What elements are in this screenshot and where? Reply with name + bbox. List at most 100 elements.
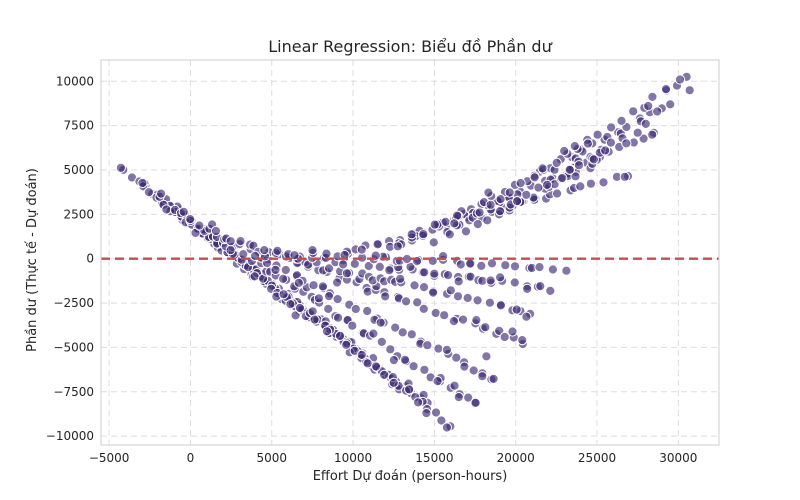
residual-point (375, 317, 386, 328)
residual-point (605, 137, 617, 148)
residual-point (569, 141, 580, 152)
residual-point (323, 291, 335, 302)
y-tick-label: 5000 (63, 163, 94, 177)
x-tick-label: 15000 (415, 451, 453, 465)
x-tick-label: 30000 (659, 451, 697, 465)
residual-point (439, 310, 450, 321)
residual-point (484, 297, 495, 308)
residual-point (647, 91, 658, 103)
residual-point (652, 106, 663, 117)
residual-point (512, 196, 523, 207)
residual-point (317, 281, 328, 292)
residual-point (440, 216, 451, 227)
residual-point (573, 160, 585, 171)
residual-point (324, 263, 335, 274)
residual-point (542, 179, 553, 190)
residual-point (137, 177, 148, 189)
residual-point (210, 225, 222, 237)
residual-point (495, 300, 506, 311)
residual-point (278, 273, 289, 284)
x-tick-label: 5000 (256, 451, 287, 465)
residual-point (545, 285, 556, 296)
x-tick-label: 25000 (578, 451, 616, 465)
residual-point (444, 229, 455, 240)
residual-point (370, 361, 382, 372)
residual-point (485, 275, 496, 286)
residual-point (278, 289, 289, 300)
residual-point (488, 373, 499, 384)
residual-point (521, 311, 532, 322)
residual-point (552, 188, 563, 199)
residual-point (399, 354, 411, 365)
residual-point (333, 312, 344, 323)
residual-point (500, 260, 511, 271)
residual-point (441, 422, 452, 433)
y-axis-title: Phần dư (Thực tế - Dự đoán) (25, 168, 40, 352)
residual-point (477, 371, 488, 382)
residual-point (499, 331, 510, 343)
residual-point (419, 267, 430, 278)
y-tick-label: 0 (86, 252, 94, 266)
residual-point (665, 99, 676, 110)
residual-point (289, 250, 300, 261)
residual-point (430, 307, 441, 319)
residual-point (592, 129, 603, 140)
plot-frame (100, 59, 720, 446)
residual-point (421, 408, 432, 419)
residual-point (408, 361, 419, 372)
residual-point (385, 344, 396, 355)
residual-point (225, 245, 236, 256)
residual-point (432, 376, 443, 387)
residual-point (406, 329, 417, 340)
residual-point (395, 273, 406, 284)
residual-point (585, 178, 597, 189)
residual-point (293, 277, 304, 288)
residual-point (362, 305, 373, 317)
x-tick-labels: −5000 0 5000 10000 15000 20000 25000 30000 (89, 451, 698, 465)
residual-point (156, 188, 167, 199)
x-tick-label: 10000 (334, 451, 372, 465)
residual-point (515, 178, 526, 189)
residual-point (468, 365, 479, 376)
residual-point (335, 330, 346, 341)
residual-point (433, 343, 444, 354)
residual-point (294, 302, 305, 314)
residual-point (347, 320, 358, 331)
residual-point (684, 85, 695, 96)
residual-point (460, 226, 472, 237)
residual-point (285, 299, 296, 310)
residual-point (368, 328, 379, 339)
y-tick-label: −5000 (53, 340, 94, 354)
residual-point (388, 355, 399, 366)
y-tick-label: 7500 (63, 119, 94, 133)
residual-point (161, 204, 172, 215)
residual-point (376, 336, 387, 347)
residual-point (309, 314, 320, 325)
residual-point (409, 280, 420, 291)
residual-point (388, 377, 399, 388)
residual-point (537, 163, 548, 174)
y-tick-label: −7500 (53, 385, 94, 399)
residual-point (321, 326, 333, 337)
residual-point (332, 294, 343, 305)
residual-point (362, 358, 373, 369)
residual-point (429, 219, 440, 230)
residual-point (225, 236, 236, 247)
residual-point (480, 322, 491, 333)
residual-point (507, 326, 518, 337)
residual-point (341, 339, 352, 350)
residual-point (404, 384, 415, 395)
residual-point (535, 281, 546, 292)
residual-point (449, 218, 460, 229)
residual-point (582, 138, 594, 149)
residual-point (472, 295, 483, 306)
residual-point (621, 138, 632, 149)
residual-point (419, 364, 430, 375)
residual-point (412, 297, 423, 308)
residual-point (428, 287, 439, 298)
residual-point (504, 187, 515, 198)
residual-point (559, 145, 570, 157)
residual-point (470, 397, 481, 408)
residual-point (379, 369, 390, 380)
